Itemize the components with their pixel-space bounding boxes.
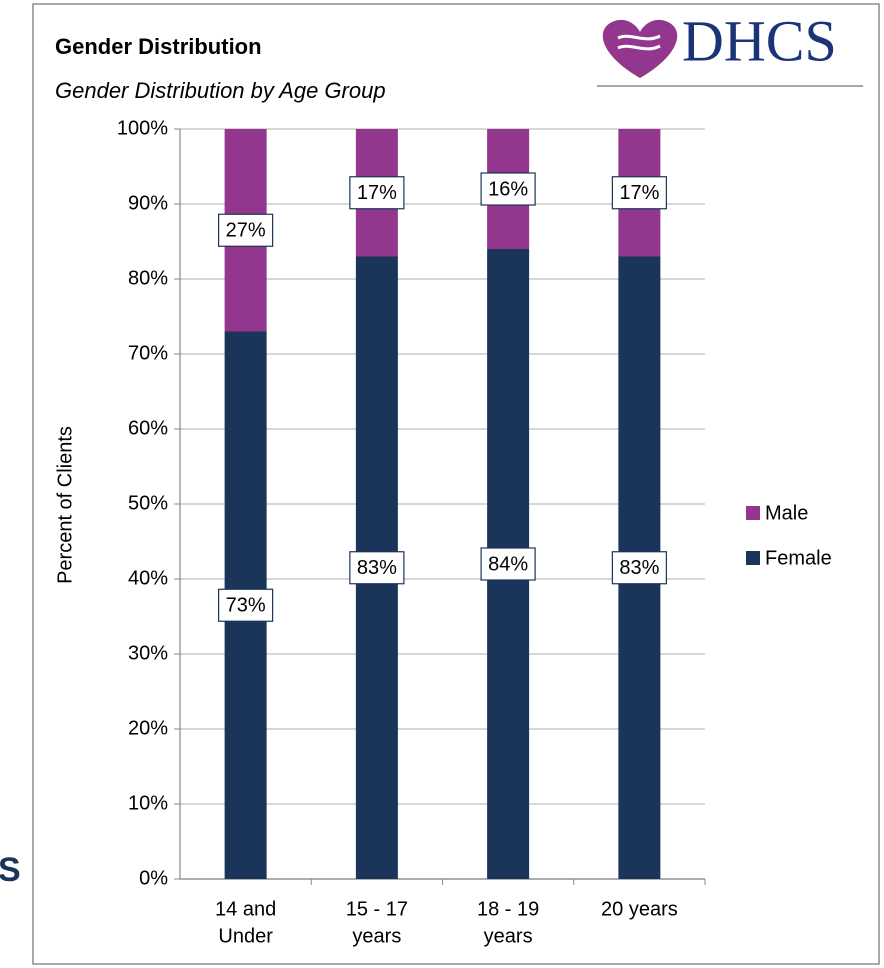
legend-label: Male (765, 502, 808, 524)
logo-heart-line (617, 34, 661, 41)
y-tick-label: 40% (128, 567, 168, 589)
chart-subtitle: Gender Distribution by Age Group (55, 78, 386, 103)
chart-title: Gender Distribution (55, 34, 262, 59)
data-label-box (349, 176, 405, 210)
logo: DHCS (597, 8, 863, 87)
legend-swatch (746, 506, 760, 520)
y-tick-label: 100% (117, 117, 168, 139)
x-tick-label: years (484, 925, 533, 947)
data-label: 17% (357, 182, 397, 204)
y-tick-label: 0% (139, 867, 168, 889)
chart-frame (32, 3, 880, 965)
legend-label: Female (765, 547, 832, 569)
data-label-box (611, 551, 667, 585)
y-tick-label: 30% (128, 642, 168, 664)
y-tick-label: 60% (128, 417, 168, 439)
logo-text: DHCS (682, 8, 837, 73)
x-tick-label: 14 and (215, 898, 276, 920)
y-tick-label: 80% (128, 267, 168, 289)
data-label-box (218, 213, 274, 247)
y-tick-label: 20% (128, 717, 168, 739)
data-label: 73% (226, 595, 266, 617)
data-label: 83% (357, 557, 397, 579)
x-tick-label: years (352, 925, 401, 947)
y-tick-label: 50% (128, 492, 168, 514)
data-label: 16% (488, 178, 528, 200)
x-tick-label: 18 - 19 (477, 898, 539, 920)
data-label: 27% (226, 220, 266, 242)
data-label-box (349, 551, 405, 585)
logo-heart-line (617, 44, 661, 51)
y-tick-label: 70% (128, 342, 168, 364)
data-label: 84% (488, 553, 528, 575)
y-tick-label: 10% (128, 792, 168, 814)
edge-text: S (0, 851, 21, 889)
data-label: 83% (619, 557, 659, 579)
legend-swatch (746, 551, 760, 565)
data-label-box (480, 547, 536, 581)
data-label: 17% (619, 182, 659, 204)
data-label-box (611, 176, 667, 210)
data-label-box (218, 588, 274, 622)
x-tick-label: 20 years (601, 898, 678, 920)
x-tick-label: Under (218, 925, 273, 947)
data-label-box (480, 172, 536, 206)
y-axis-label: Percent of Clients (54, 426, 76, 584)
y-tick-label: 90% (128, 192, 168, 214)
x-tick-label: 15 - 17 (346, 898, 408, 920)
